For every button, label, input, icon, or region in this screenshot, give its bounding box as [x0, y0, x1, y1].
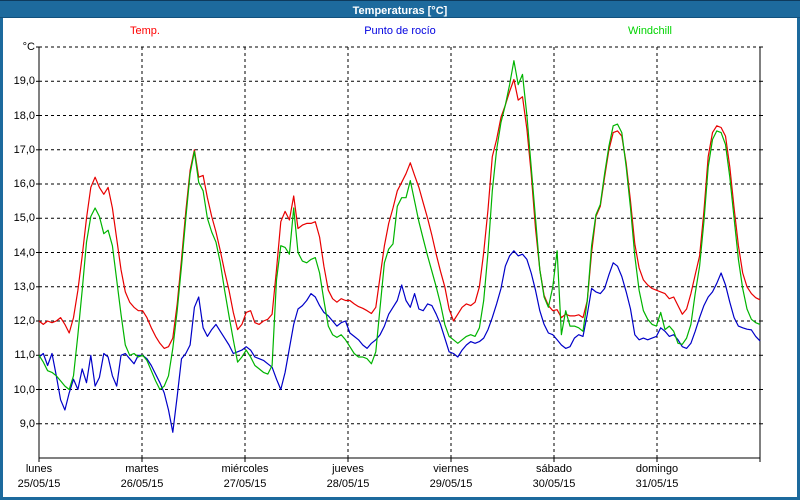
temp-line — [38, 78, 761, 349]
y-axis-label: 16,0 — [13, 178, 35, 190]
y-axis-label: 19,0 — [13, 75, 35, 88]
y-axis-label: 11,0 — [14, 349, 35, 362]
x-axis-day-label: miércoles — [221, 463, 269, 475]
y-axis-label: 14,0 — [13, 246, 35, 259]
y-axis-label: 15,0 — [13, 212, 35, 225]
y-axis-label: 9,0 — [19, 417, 35, 430]
x-axis-date-label: 26/05/15 — [120, 478, 164, 490]
x-axis-date-label: 27/05/15 — [223, 478, 267, 490]
y-axis-label: 13,0 — [13, 280, 35, 293]
window-frame-bottom — [0, 497, 800, 500]
legend-item-windchill: Windchill — [627, 25, 673, 37]
windchill-line — [38, 60, 761, 391]
title-bar: Temperaturas [°C] — [0, 0, 800, 18]
dew-point-line — [38, 250, 761, 433]
x-axis-day-label: sábado — [535, 463, 573, 475]
x-axis-day-label: jueves — [332, 463, 364, 475]
x-axis-date-label: 30/05/15 — [532, 478, 576, 490]
legend-item-dew-point: Punto de rocío — [364, 25, 436, 37]
window-frame-right — [797, 18, 800, 500]
x-axis-date-label: 25/05/15 — [17, 478, 61, 490]
y-axis-label: 17,0 — [13, 143, 35, 156]
y-axis-label: 18,0 — [13, 109, 35, 122]
x-axis-day-label: martes — [125, 463, 159, 475]
x-axis-day-label: lunes — [25, 463, 53, 475]
y-axis-label: 12,0 — [13, 315, 35, 327]
x-axis-day-label: viernes — [433, 463, 469, 475]
window-frame-left — [0, 18, 3, 500]
x-axis-date-label: 28/05/15 — [326, 478, 370, 490]
y-axis-label: 10,0 — [13, 383, 35, 396]
x-axis-day-label: domingo — [635, 463, 679, 475]
x-axis-date-label: 29/05/15 — [429, 478, 473, 490]
y-axis-unit-label: °C — [22, 41, 35, 53]
legend-item-temp: Temp. — [130, 25, 160, 37]
x-axis-date-label: 31/05/15 — [635, 478, 679, 490]
window-title: Temperaturas [°C] — [352, 5, 448, 17]
